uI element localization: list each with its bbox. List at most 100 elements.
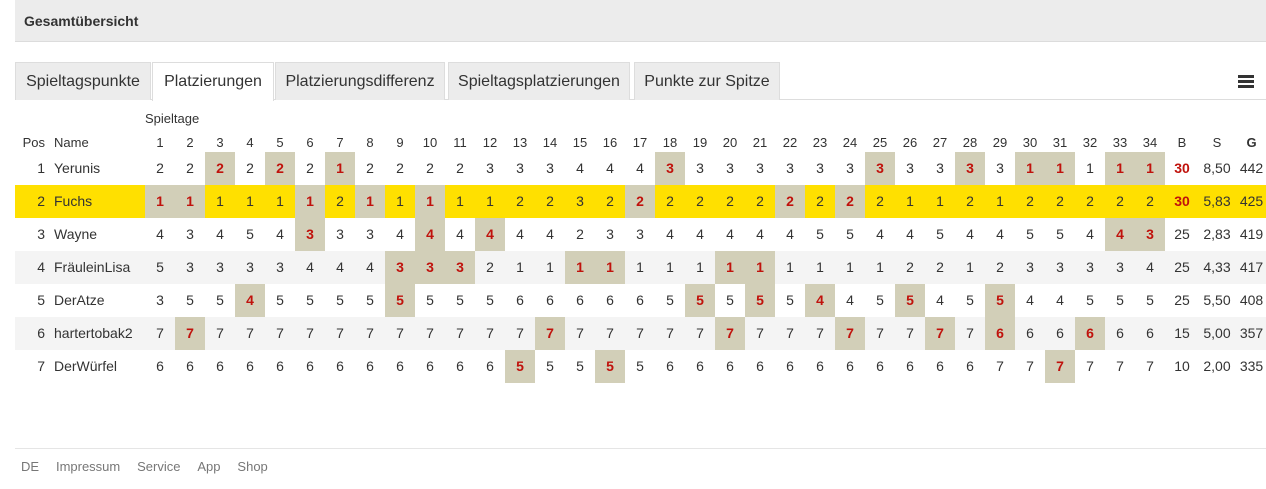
header-matchday: 22 [782, 135, 798, 150]
tab-spieltagsplatzierungen[interactable]: Spieltagsplatzierungen [448, 62, 630, 100]
placement-cell: 6 [456, 358, 464, 374]
placement-cell: 3 [385, 251, 415, 284]
placement-cell: 2 [966, 193, 974, 209]
table-row: 7 DerWürfel 6 6 6 6 6 6 6 6 6 6 6 6 5 5 5 5 5 6 6 6 6 6 6 6 6 6 6 6 7 7… [15, 350, 1266, 383]
tab-spieltagspunkte[interactable]: Spieltagspunkte [15, 62, 151, 100]
placement-cell: 5 [385, 284, 415, 317]
placement-cell: 2 [625, 185, 655, 218]
placement-cell: 7 [636, 325, 644, 341]
placement-cell: 7 [1116, 358, 1124, 374]
placement-cell: 2 [696, 193, 704, 209]
header-b: B [1177, 135, 1187, 150]
placement-cell: 3 [936, 160, 944, 176]
tab-platzierungsdifferenz[interactable]: Platzierungsdifferenz [275, 62, 445, 100]
placement-cell: 7 [156, 325, 164, 341]
placement-cell: 2 [1116, 193, 1124, 209]
footer-link-shop[interactable]: Shop [237, 459, 268, 474]
row-s: 5,50 [1203, 292, 1231, 308]
placement-cell: 6 [1116, 325, 1124, 341]
placement-cell: 5 [246, 226, 254, 242]
placement-cell: 2 [726, 193, 734, 209]
placement-cell: 5 [595, 350, 625, 383]
placement-cell: 6 [246, 358, 254, 374]
placement-cell: 2 [576, 226, 584, 242]
panel-header: Gesamtübersicht [15, 0, 1266, 42]
header-matchday: 4 [246, 135, 254, 150]
placement-cell: 1 [996, 193, 1004, 209]
placement-cell: 7 [876, 325, 884, 341]
placement-cell: 6 [276, 358, 284, 374]
placement-cell: 2 [265, 152, 295, 185]
placement-cell: 4 [1105, 218, 1135, 251]
placement-cell: 4 [216, 226, 224, 242]
row-pos: 4 [37, 259, 45, 275]
placement-cell: 6 [576, 292, 584, 308]
placement-cell: 4 [1146, 259, 1154, 275]
header-matchday: 26 [902, 135, 918, 150]
placement-cell: 5 [156, 259, 164, 275]
placement-cell: 5 [576, 358, 584, 374]
placement-cell: 5 [366, 292, 374, 308]
row-b: 30 [1174, 160, 1190, 176]
placement-cell: 2 [156, 160, 164, 176]
header-matchday: 34 [1142, 135, 1158, 150]
tab-platzierungen[interactable]: Platzierungen [152, 62, 274, 101]
row-b: 10 [1174, 358, 1190, 374]
panel-title: Gesamtübersicht [24, 13, 139, 29]
placement-cell: 7 [246, 325, 254, 341]
placement-cell: 3 [516, 160, 524, 176]
footer-link-impressum[interactable]: Impressum [55, 459, 121, 474]
spieltage-label: Spieltage [145, 111, 200, 126]
placement-cell: 3 [696, 160, 704, 176]
placement-cell: 4 [996, 226, 1004, 242]
header-matchday: 6 [306, 135, 314, 150]
placement-cell: 5 [426, 292, 434, 308]
placement-cell: 4 [966, 226, 974, 242]
placement-cell: 4 [475, 218, 505, 251]
placement-cell: 3 [186, 259, 194, 275]
header-matchday: 18 [662, 135, 678, 150]
header-matchday: 8 [366, 135, 374, 150]
placement-cell: 3 [445, 251, 475, 284]
placement-cell: 1 [1045, 152, 1075, 185]
row-g: 425 [1239, 193, 1264, 209]
placement-cell: 6 [606, 292, 614, 308]
tab-punkte-zur-spitze[interactable]: Punkte zur Spitze [634, 62, 780, 100]
placement-cell: 1 [175, 185, 205, 218]
placement-cell: 3 [546, 160, 554, 176]
placement-cell: 3 [336, 226, 344, 242]
placement-cell: 4 [336, 259, 344, 275]
row-s: 5,00 [1203, 325, 1231, 341]
footer-link-app[interactable]: App [197, 459, 221, 474]
footer: DE Impressum Service App Shop [15, 448, 1266, 474]
placement-cell: 5 [876, 292, 884, 308]
placement-cell: 2 [486, 259, 494, 275]
placement-cell: 6 [426, 358, 434, 374]
hamburger-menu-icon[interactable] [1238, 75, 1254, 88]
placement-cell: 4 [366, 259, 374, 275]
table-row: 2 Fuchs 1 1 1 1 1 1 2 1 1 1 1 1 2 2 3 2 2 2 2 2 2 2 2 2 2 1 1 2 1 2 2 2 2 2… [15, 185, 1266, 218]
placement-cell: 2 [996, 259, 1004, 275]
placement-cell: 7 [715, 317, 745, 350]
placement-cell: 1 [966, 259, 974, 275]
placement-cell: 4 [636, 160, 644, 176]
footer-link-service[interactable]: Service [137, 459, 181, 474]
placement-cell: 1 [745, 251, 775, 284]
placement-cell: 4 [666, 226, 674, 242]
footer-link-de[interactable]: DE [21, 459, 40, 474]
placement-cell: 2 [1086, 193, 1094, 209]
row-s: 2,00 [1203, 358, 1231, 374]
header-g: G [1246, 135, 1257, 150]
placement-cell: 4 [906, 226, 914, 242]
placement-cell: 5 [936, 226, 944, 242]
row-name: Wayne [54, 226, 98, 242]
header-matchday: 23 [812, 135, 828, 150]
row-pos: 6 [37, 325, 45, 341]
row-name: Yerunis [54, 160, 101, 176]
placement-cell: 2 [396, 160, 404, 176]
placement-cell: 5 [985, 284, 1015, 317]
placement-cell: 3 [1116, 259, 1124, 275]
placement-cell: 2 [876, 193, 884, 209]
placement-cell: 1 [295, 185, 325, 218]
header-matchday: 12 [482, 135, 498, 150]
